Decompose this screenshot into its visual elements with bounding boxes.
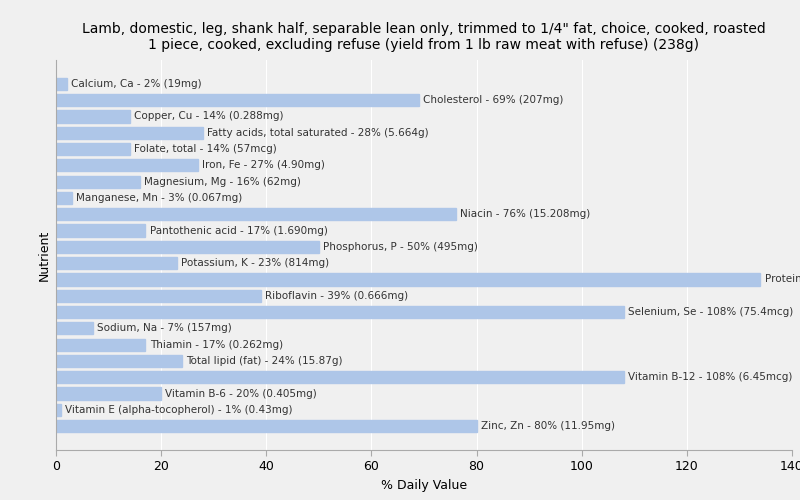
Bar <box>56 257 177 270</box>
Bar <box>56 110 130 122</box>
Text: Potassium, K - 23% (814mg): Potassium, K - 23% (814mg) <box>181 258 330 268</box>
Text: Phosphorus, P - 50% (495mg): Phosphorus, P - 50% (495mg) <box>323 242 478 252</box>
Bar <box>56 274 761 285</box>
Bar <box>56 420 477 432</box>
Bar <box>56 338 146 351</box>
Text: Cholesterol - 69% (207mg): Cholesterol - 69% (207mg) <box>423 95 563 105</box>
Bar <box>56 224 146 236</box>
Bar <box>56 388 161 400</box>
Text: Manganese, Mn - 3% (0.067mg): Manganese, Mn - 3% (0.067mg) <box>76 193 242 203</box>
Bar <box>56 176 140 188</box>
Text: Calcium, Ca - 2% (19mg): Calcium, Ca - 2% (19mg) <box>70 79 202 89</box>
Text: Selenium, Se - 108% (75.4mcg): Selenium, Se - 108% (75.4mcg) <box>628 307 794 317</box>
Bar <box>56 355 182 367</box>
Y-axis label: Nutrient: Nutrient <box>38 230 50 280</box>
Bar <box>56 240 319 253</box>
Text: Zinc, Zn - 80% (11.95mg): Zinc, Zn - 80% (11.95mg) <box>481 421 614 431</box>
Text: Folate, total - 14% (57mcg): Folate, total - 14% (57mcg) <box>134 144 277 154</box>
Bar <box>56 126 203 139</box>
Bar <box>56 371 624 384</box>
Text: Vitamin B-12 - 108% (6.45mcg): Vitamin B-12 - 108% (6.45mcg) <box>628 372 792 382</box>
Bar <box>56 159 198 172</box>
Text: Iron, Fe - 27% (4.90mg): Iron, Fe - 27% (4.90mg) <box>202 160 325 170</box>
Text: Copper, Cu - 14% (0.288mg): Copper, Cu - 14% (0.288mg) <box>134 112 283 122</box>
Text: Sodium, Na - 7% (157mg): Sodium, Na - 7% (157mg) <box>97 324 232 334</box>
Title: Lamb, domestic, leg, shank half, separable lean only, trimmed to 1/4" fat, choic: Lamb, domestic, leg, shank half, separab… <box>82 22 766 52</box>
Text: Vitamin E (alpha-tocopherol) - 1% (0.43mg): Vitamin E (alpha-tocopherol) - 1% (0.43m… <box>66 405 293 415</box>
Text: Thiamin - 17% (0.262mg): Thiamin - 17% (0.262mg) <box>150 340 282 349</box>
Bar <box>56 208 455 220</box>
Bar <box>56 192 72 204</box>
Bar <box>56 322 93 334</box>
Text: Niacin - 76% (15.208mg): Niacin - 76% (15.208mg) <box>460 209 590 219</box>
Bar <box>56 94 418 106</box>
Text: Pantothenic acid - 17% (1.690mg): Pantothenic acid - 17% (1.690mg) <box>150 226 327 235</box>
Text: Riboflavin - 39% (0.666mg): Riboflavin - 39% (0.666mg) <box>266 291 408 301</box>
Bar <box>56 78 66 90</box>
Bar <box>56 306 624 318</box>
Text: Protein - 134% (67.04g): Protein - 134% (67.04g) <box>765 274 800 284</box>
Bar <box>56 290 261 302</box>
Text: Total lipid (fat) - 24% (15.87g): Total lipid (fat) - 24% (15.87g) <box>186 356 343 366</box>
Text: Magnesium, Mg - 16% (62mg): Magnesium, Mg - 16% (62mg) <box>144 176 301 186</box>
Bar <box>56 143 130 155</box>
Bar <box>56 404 62 416</box>
Text: Fatty acids, total saturated - 28% (5.664g): Fatty acids, total saturated - 28% (5.66… <box>207 128 429 138</box>
Text: Vitamin B-6 - 20% (0.405mg): Vitamin B-6 - 20% (0.405mg) <box>166 388 317 398</box>
X-axis label: % Daily Value: % Daily Value <box>381 479 467 492</box>
